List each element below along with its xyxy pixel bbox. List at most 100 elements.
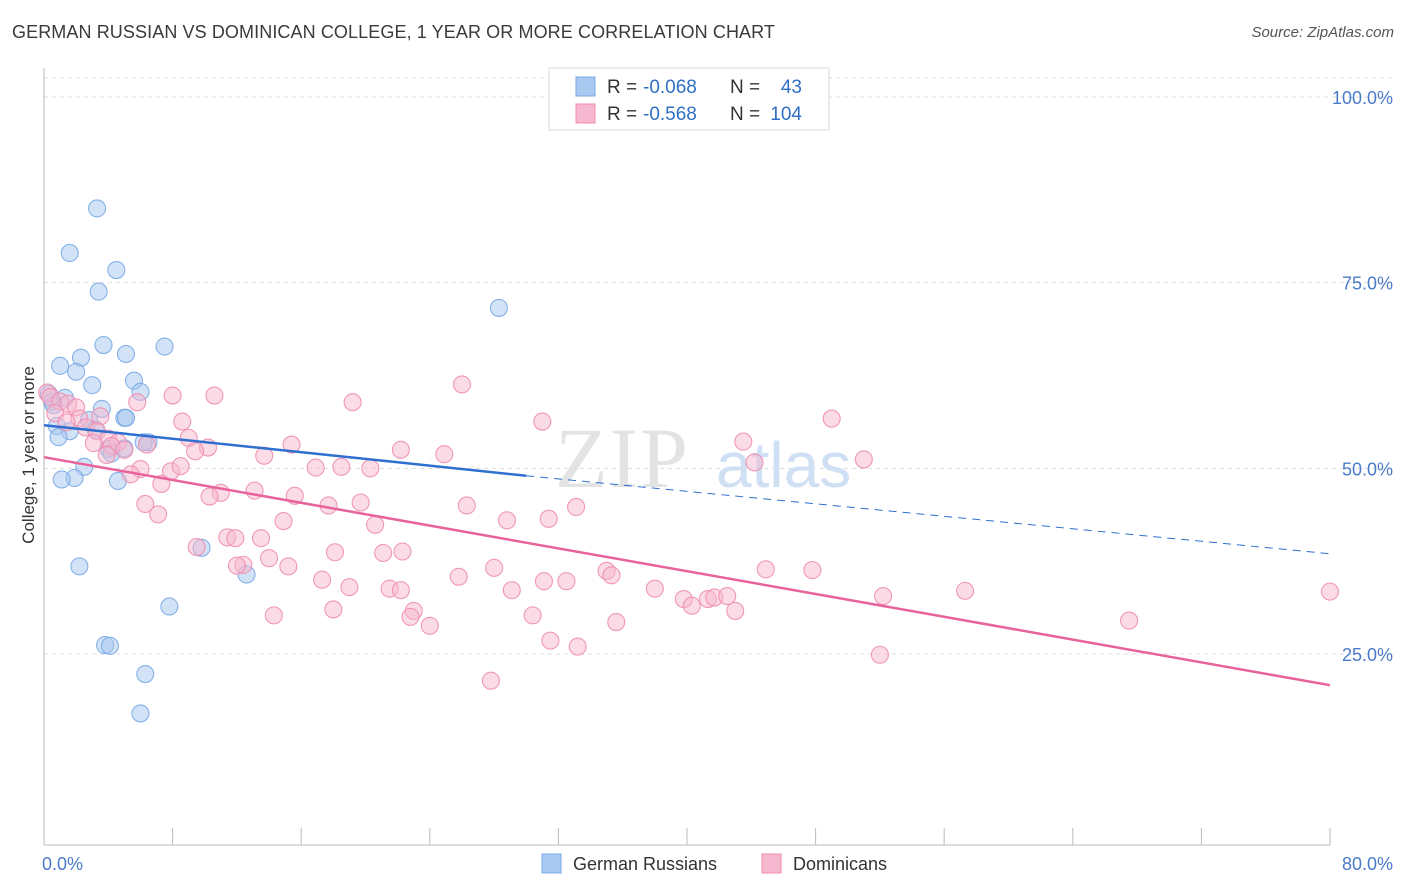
dominicans-point-65: [259, 549, 279, 568]
dominicans-point-27: [282, 435, 301, 454]
dominicans-point-23: [173, 412, 192, 431]
x-tick-label-right: 80.0%: [1342, 854, 1393, 874]
dominicans-point-71: [534, 572, 553, 591]
dominicans-point-62: [325, 543, 345, 562]
german-russians-point-7: [116, 344, 136, 364]
dominicans-point-80: [391, 581, 410, 600]
legend-bottom-label-dominicans: Dominicans: [793, 854, 887, 874]
dominicans-point-30: [332, 457, 351, 476]
german-russians-point-22: [116, 408, 136, 427]
y-tick-labels: 100.0% 75.0% 50.0% 25.0%: [1332, 88, 1393, 665]
dominicans-point-20: [205, 386, 224, 405]
dominicans-point-91: [956, 581, 975, 600]
dominicans-point-51: [539, 509, 558, 528]
dominicans-point-49: [457, 496, 476, 515]
german-russians-point-25: [49, 428, 68, 447]
dominicans-point-19: [163, 386, 182, 405]
trend-lines: [43, 424, 1331, 687]
dominicans-point-95: [401, 607, 420, 626]
dominicans-point-103: [1320, 582, 1340, 601]
dominicans-point-15: [115, 440, 134, 459]
dominicans-point-89: [726, 601, 745, 620]
dominicans-point-56: [822, 409, 841, 428]
dominicans-point-42: [200, 487, 219, 506]
legend-n-value-2: 104: [770, 104, 802, 125]
y-tick-label-1: 75.0%: [1342, 274, 1393, 294]
source-label: Source: ZipAtlas.com: [1251, 24, 1394, 41]
legend-n-label-1: N =: [730, 77, 760, 98]
german-russians-point-36: [70, 557, 89, 576]
german-russians-point-39: [100, 636, 119, 655]
dominicans-point-6: [91, 407, 110, 426]
dominicans-point-76: [803, 561, 822, 580]
german-russians-point-10: [67, 362, 86, 381]
y-tick-label-0: 100.0%: [1332, 88, 1393, 108]
legend-n-value-1: 43: [781, 77, 802, 98]
german-russians-point-2: [107, 260, 126, 280]
dominicans-point-67: [279, 557, 298, 576]
german-russians-point-11: [83, 376, 102, 395]
dominicans-trend: [43, 455, 1331, 687]
dominicans-point-68: [227, 556, 246, 575]
german-russians-point-0: [87, 199, 107, 218]
dominicans-point-18: [128, 393, 147, 412]
dominicans-point-59: [251, 529, 271, 548]
german-russians-point-32: [52, 470, 71, 489]
legend-bottom: German Russians Dominicans: [541, 853, 887, 874]
axes: [43, 68, 1331, 846]
dominicans-point-17: [137, 435, 156, 454]
german-russians-point-1: [60, 243, 79, 263]
y-tick-label-2: 50.0%: [1342, 459, 1393, 479]
german-russians-point-41: [131, 704, 150, 723]
german-russians-point-40: [136, 665, 155, 684]
watermark: ZIP atlas: [555, 410, 851, 506]
legend-r-label-2: R =: [607, 104, 637, 125]
dominicans-point-33: [435, 445, 454, 464]
x-tick-label-left: 0.0%: [42, 854, 83, 874]
dominicans-point-57: [854, 450, 873, 469]
dominicans-point-55: [745, 453, 764, 472]
dominicans-point-83: [645, 579, 664, 598]
dominicans-point-26: [186, 442, 205, 461]
dominicans-point-21: [452, 375, 472, 394]
legend-r-label-1: R =: [607, 77, 637, 98]
y-axis-label: College, 1 year or more: [19, 366, 38, 544]
dominicans-point-72: [557, 572, 576, 591]
dominicans-point-13: [84, 434, 103, 453]
dominicans-point-100: [264, 606, 283, 625]
german-russians-trend-dashed: [526, 475, 1331, 555]
dominicans-point-47: [274, 512, 293, 531]
watermark-zip: ZIP: [555, 410, 690, 506]
dominicans-point-93: [324, 600, 343, 619]
data-points: [38, 199, 1340, 723]
dominicans-point-50: [497, 511, 517, 530]
dominicans-point-81: [502, 581, 521, 600]
dominicans-point-44: [351, 493, 370, 512]
dominicans-point-48: [366, 515, 385, 534]
german-russians-point-9: [51, 356, 70, 375]
x-tick-labels: 0.0% 80.0%: [42, 854, 1393, 874]
legend-bottom-swatch-german-russians: [541, 853, 562, 874]
dominicans-point-75: [756, 560, 775, 579]
german-russians-point-5: [94, 336, 113, 355]
dominicans-point-52: [567, 497, 586, 517]
dominicans-point-88: [718, 587, 737, 606]
legend-bottom-label-german-russians: German Russians: [573, 854, 717, 874]
dominicans-point-64: [393, 542, 412, 561]
dominicans-point-92: [1120, 611, 1139, 630]
dominicans-point-97: [607, 613, 626, 632]
legend-bottom-swatch-dominicans: [761, 853, 782, 874]
legend-top: R = -0.068 N = 43 R = -0.568 N = 104: [548, 67, 830, 131]
legend-swatch-german-russians: [575, 76, 596, 97]
dominicans-point-63: [374, 543, 393, 563]
dominicans-point-101: [870, 645, 889, 664]
dominicans-point-29: [361, 459, 380, 478]
dominicans-point-45: [136, 494, 155, 514]
german-russians-point-4: [489, 298, 508, 317]
german-russians-point-37: [160, 597, 179, 616]
dominicans-point-46: [149, 505, 168, 524]
dominicans-point-53: [533, 412, 552, 431]
dominicans-point-16: [97, 445, 116, 465]
dominicans-point-78: [340, 578, 359, 597]
